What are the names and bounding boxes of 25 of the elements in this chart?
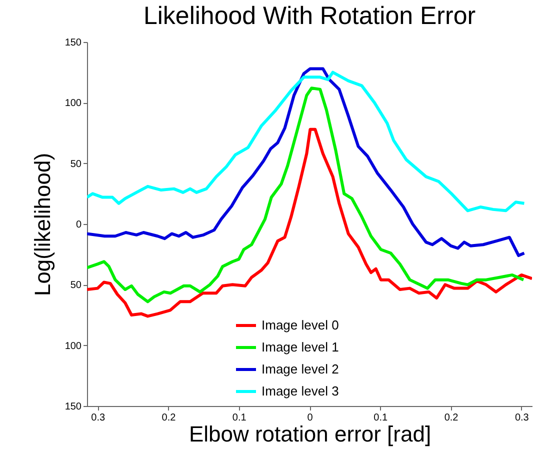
x-tick-label: 0	[307, 412, 314, 424]
x-tick-label: 0.3	[91, 412, 106, 424]
y-tick-label: 50	[70, 158, 82, 170]
y-tick-label: 50	[70, 280, 82, 292]
legend-label: Image level 0	[262, 318, 339, 332]
line-series	[87, 86, 526, 304]
x-axis-title: Elbow rotation error [rad]	[188, 422, 432, 446]
line-series	[87, 128, 532, 318]
y-tick-label: 100	[64, 98, 82, 110]
line-series	[87, 70, 526, 212]
line-series	[87, 67, 526, 258]
x-tick-label: 0.2	[162, 412, 176, 424]
y-tick-label: 150	[64, 38, 82, 48]
legend-label: Image level 2	[262, 362, 339, 376]
y-tick-label: 150	[64, 402, 82, 412]
x-tick-label: 0.1	[374, 412, 388, 424]
y-tick-label: 0	[76, 220, 82, 230]
chart-title: Likelihood With Rotation Error	[143, 2, 476, 30]
x-tick-label: 0.1	[232, 412, 247, 424]
legend-label: Image level 3	[262, 384, 339, 398]
y-tick-label: 100	[64, 340, 82, 352]
legend-label: Image level 1	[262, 340, 339, 354]
x-tick-label: 0.3	[514, 412, 530, 424]
x-tick-label: 0.2	[444, 412, 459, 424]
y-axis-title: Log(likelihood)	[30, 152, 55, 296]
